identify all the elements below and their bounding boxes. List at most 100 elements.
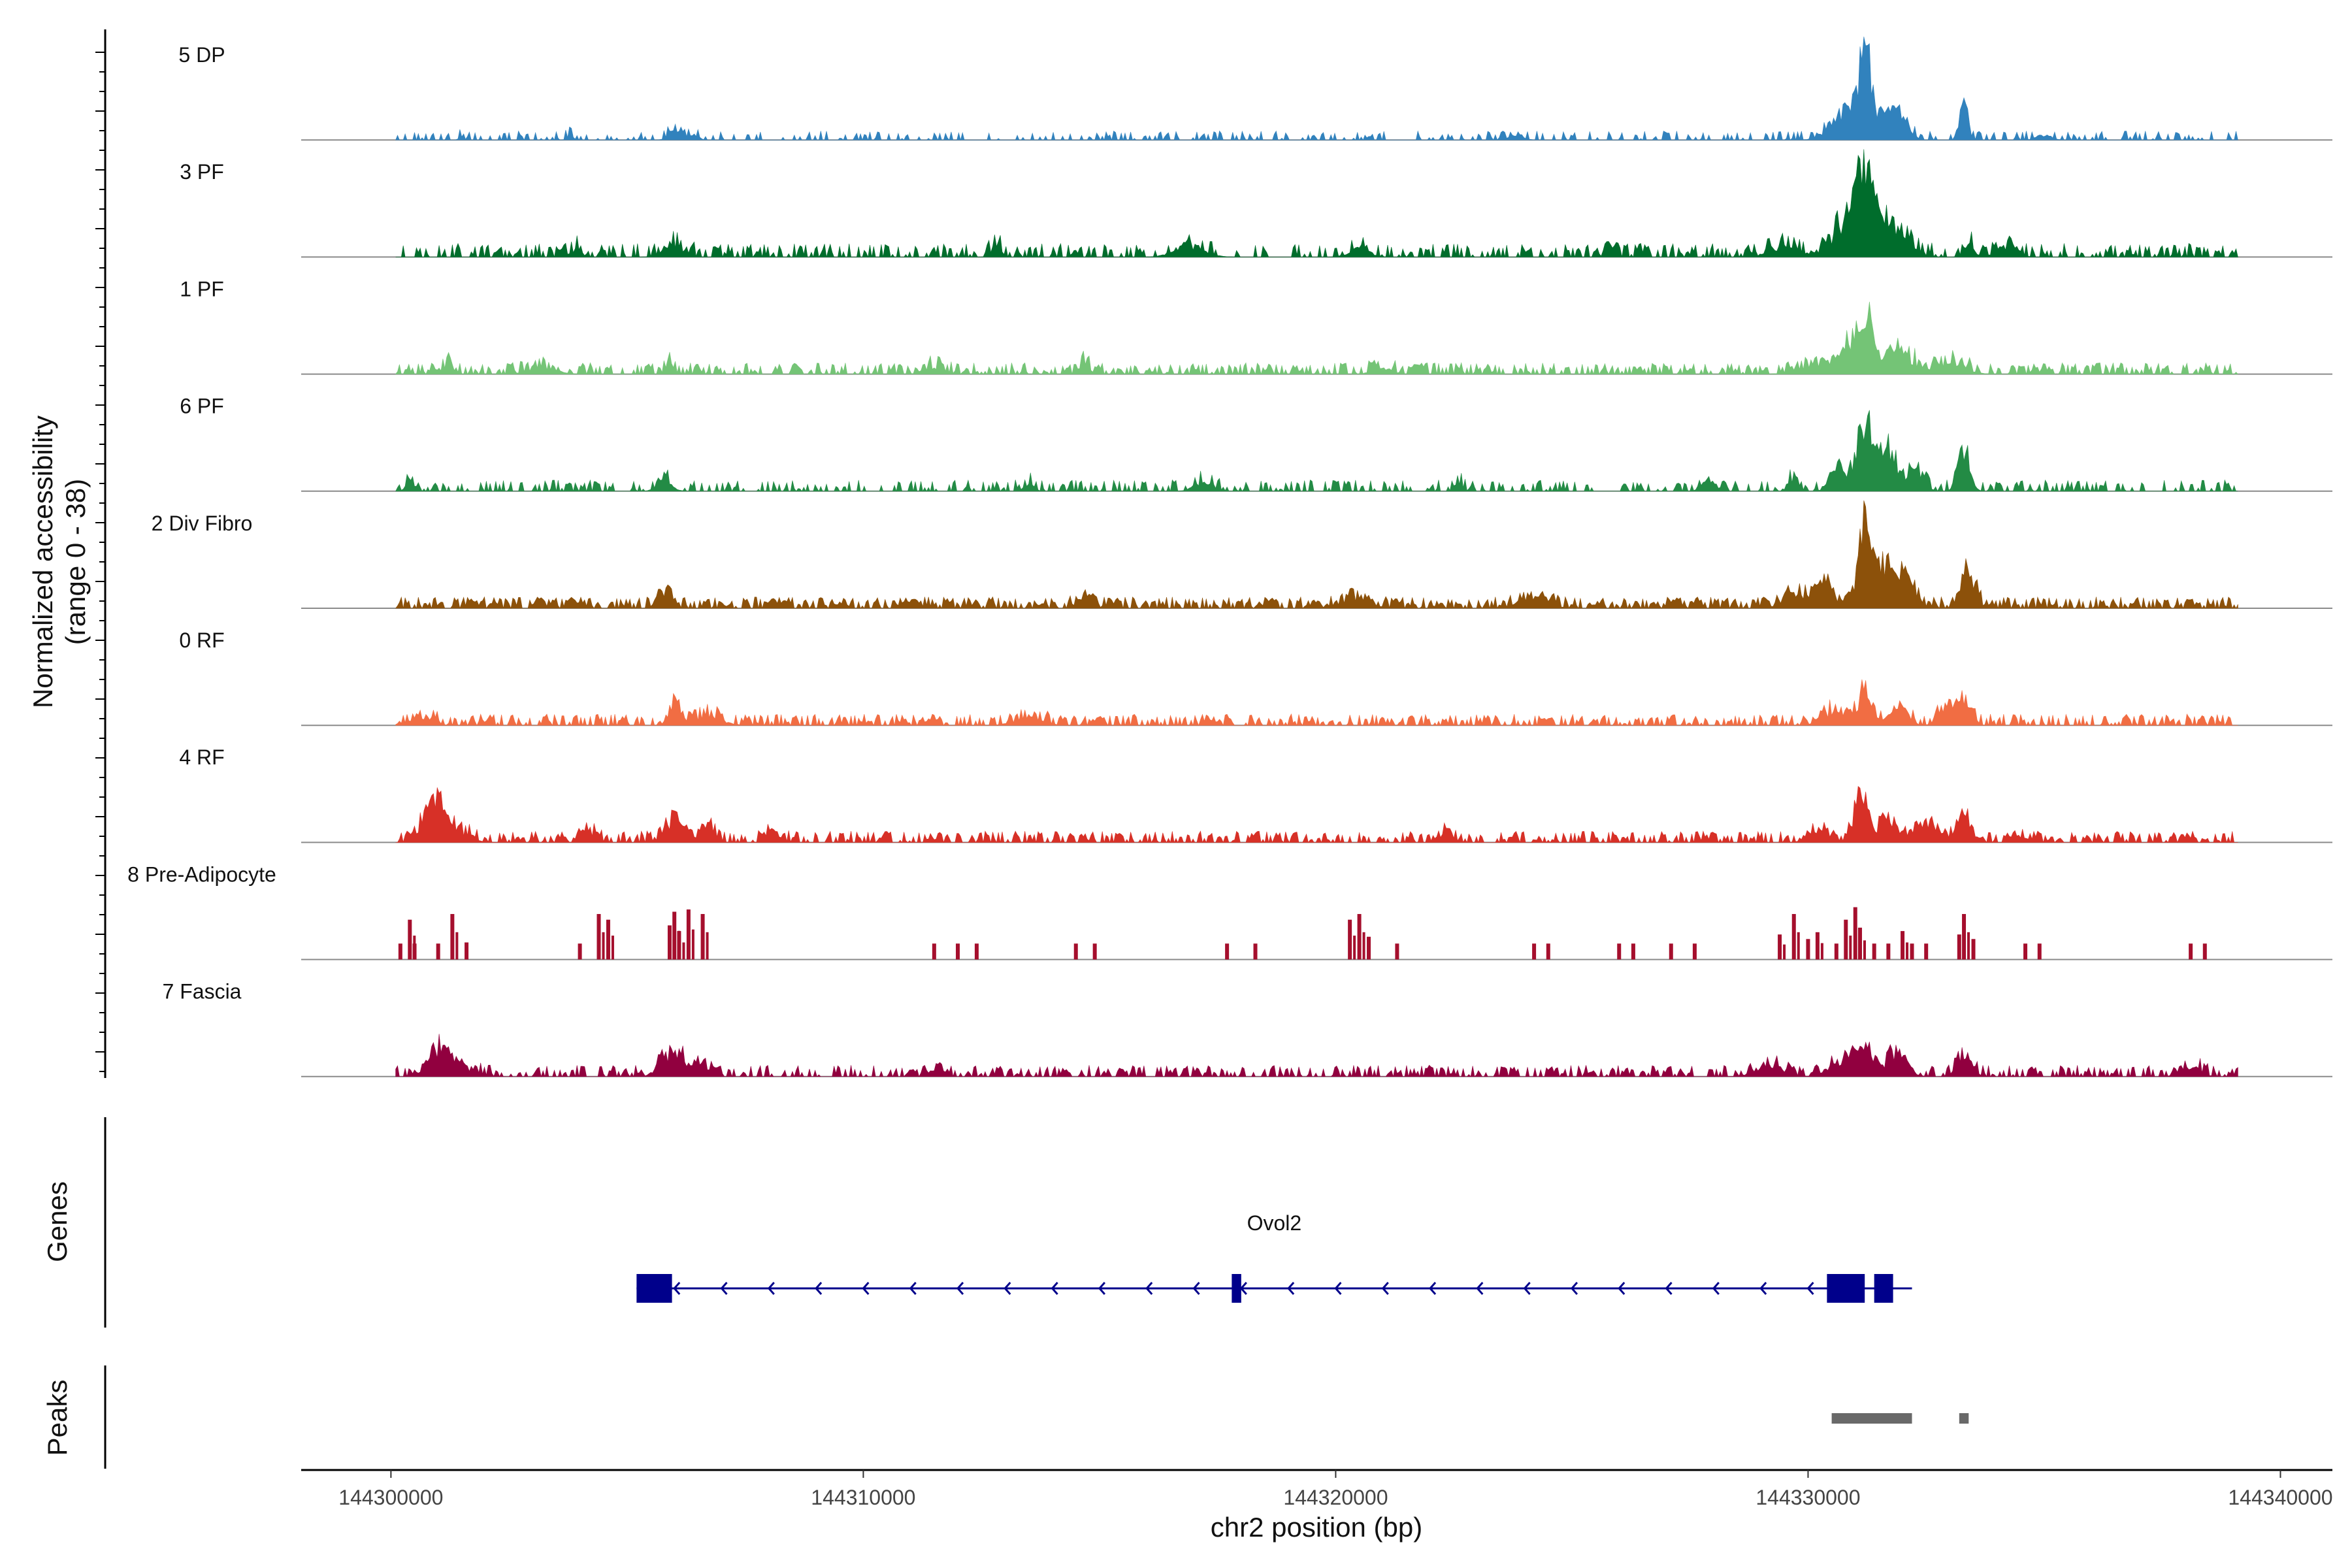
signal-bar [1797,932,1800,960]
signal-bar [1886,943,1891,960]
track-label: 4 RF [179,745,224,769]
coverage-area [395,785,2238,843]
signal-bar [578,943,582,960]
coverage-area [395,410,2238,492]
strand-chevron [956,1282,964,1295]
signal-bar [2189,943,2193,960]
track-label: 3 PF [180,160,224,184]
signal-bar [1906,942,1909,960]
signal-bar [974,943,979,960]
signal-bar [1872,943,1876,960]
signal-bar [1806,939,1810,960]
strand-chevron [1806,1282,1814,1295]
x-axis-title: chr2 position (bp) [1211,1512,1423,1543]
signal-bar [1073,943,1078,960]
x-axis: 144300000 144310000 144320000 144330000 1443… [301,1469,2333,1543]
strand-chevron [1287,1282,1295,1295]
signal-bar [1971,939,1976,960]
track-6-pf: 6 PF [180,395,2332,492]
signal-bar [1844,919,1848,960]
coverage-area [395,1034,2238,1077]
signal-bar [455,932,459,960]
peak-region [1959,1413,1969,1424]
gene-exon [1232,1274,1241,1303]
x-tick-label: 144330000 [1756,1486,1860,1509]
signal-bar [1863,940,1866,960]
y-axis-title-line1: Normalized accessibility [27,416,58,708]
signal-bar [686,909,691,960]
genes-panel-title: Genes [42,1181,73,1262]
signal-bar [1367,936,1371,960]
strand-chevron [1145,1282,1153,1295]
signal-bar [1962,913,1967,960]
signal-bar [932,943,936,960]
strand-chevron [1759,1282,1767,1295]
signal-bar [1532,943,1537,960]
peak-regions [1831,1413,1969,1424]
strand-chevron [1429,1282,1437,1295]
track-label: 5 DP [178,43,225,67]
strand-chevron [815,1282,823,1295]
signal-bar [611,936,614,960]
x-tick-label: 144300000 [338,1486,443,1509]
signal-bar [1857,927,1862,960]
x-tick-label: 144310000 [811,1486,915,1509]
coverage-area [395,149,2238,258]
signal-bar [1357,913,1362,960]
signal-bar [672,911,677,960]
signal-bar [1546,943,1550,960]
gene-label-ovol2: Ovol2 [1247,1211,1302,1235]
gene-model [636,1274,1912,1303]
x-axis-ticks: 144300000 144310000 144320000 144330000 1443… [338,1470,2333,1509]
signal-bar [1353,936,1356,960]
signal-bar [1253,943,1258,960]
track-2-div-fibro: 2 Div Fibro [152,500,2332,610]
signal-bar [956,943,960,960]
signal-bar [602,932,605,960]
signal-bar [691,929,694,960]
coverage-area [395,37,2238,141]
track-label: 6 PF [180,395,224,418]
signal-bar [1692,943,1697,960]
track-8-pre-adipocyte: 8 Pre-Adipocyte [127,862,2332,960]
strand-chevron [1381,1282,1389,1295]
strand-chevron [1665,1282,1673,1295]
strand-chevron [1618,1282,1625,1295]
track-5-dp: 5 DP [178,37,2332,141]
strand-chevron [1523,1282,1531,1295]
coverage-y-axis-ticks [95,52,105,1072]
signal-bar [2023,943,2028,960]
signal-bar [706,932,709,960]
signal-bar [1910,943,1914,960]
signal-bar [1395,943,1399,960]
strand-chevron [909,1282,917,1295]
strand-chevron [767,1282,775,1295]
gene-exon [1827,1274,1865,1303]
track-1-pf: 1 PF [180,277,2332,375]
signal-bar [700,913,705,960]
signal-bar [1924,943,1929,960]
strand-chevron [720,1282,728,1295]
strand-chevron [1334,1282,1342,1295]
signal-bar [1225,943,1230,960]
strand-chevron [1476,1282,1484,1295]
signal-bar [606,919,610,960]
signal-bar [1967,932,1970,960]
signal-bar [1617,943,1622,960]
signal-bar [1778,934,1782,960]
track-label: 0 RF [179,629,224,652]
signal-bar [1853,907,1857,960]
track-label: 1 PF [180,277,224,301]
y-axis-title: Normalized accessibility (range 0 - 38) [27,416,91,708]
peaks-panel-title: Peaks [42,1380,73,1456]
signal-bar [667,925,672,960]
signal-bar [1092,943,1097,960]
signal-bar [1849,936,1852,960]
strand-chevron [1004,1282,1011,1295]
strand-chevron [673,1282,681,1295]
genes-panel: Genes Ovol2 [42,1117,1912,1328]
strand-chevron [1570,1282,1578,1295]
signal-bar [1362,932,1365,960]
signal-bar [1669,943,1673,960]
